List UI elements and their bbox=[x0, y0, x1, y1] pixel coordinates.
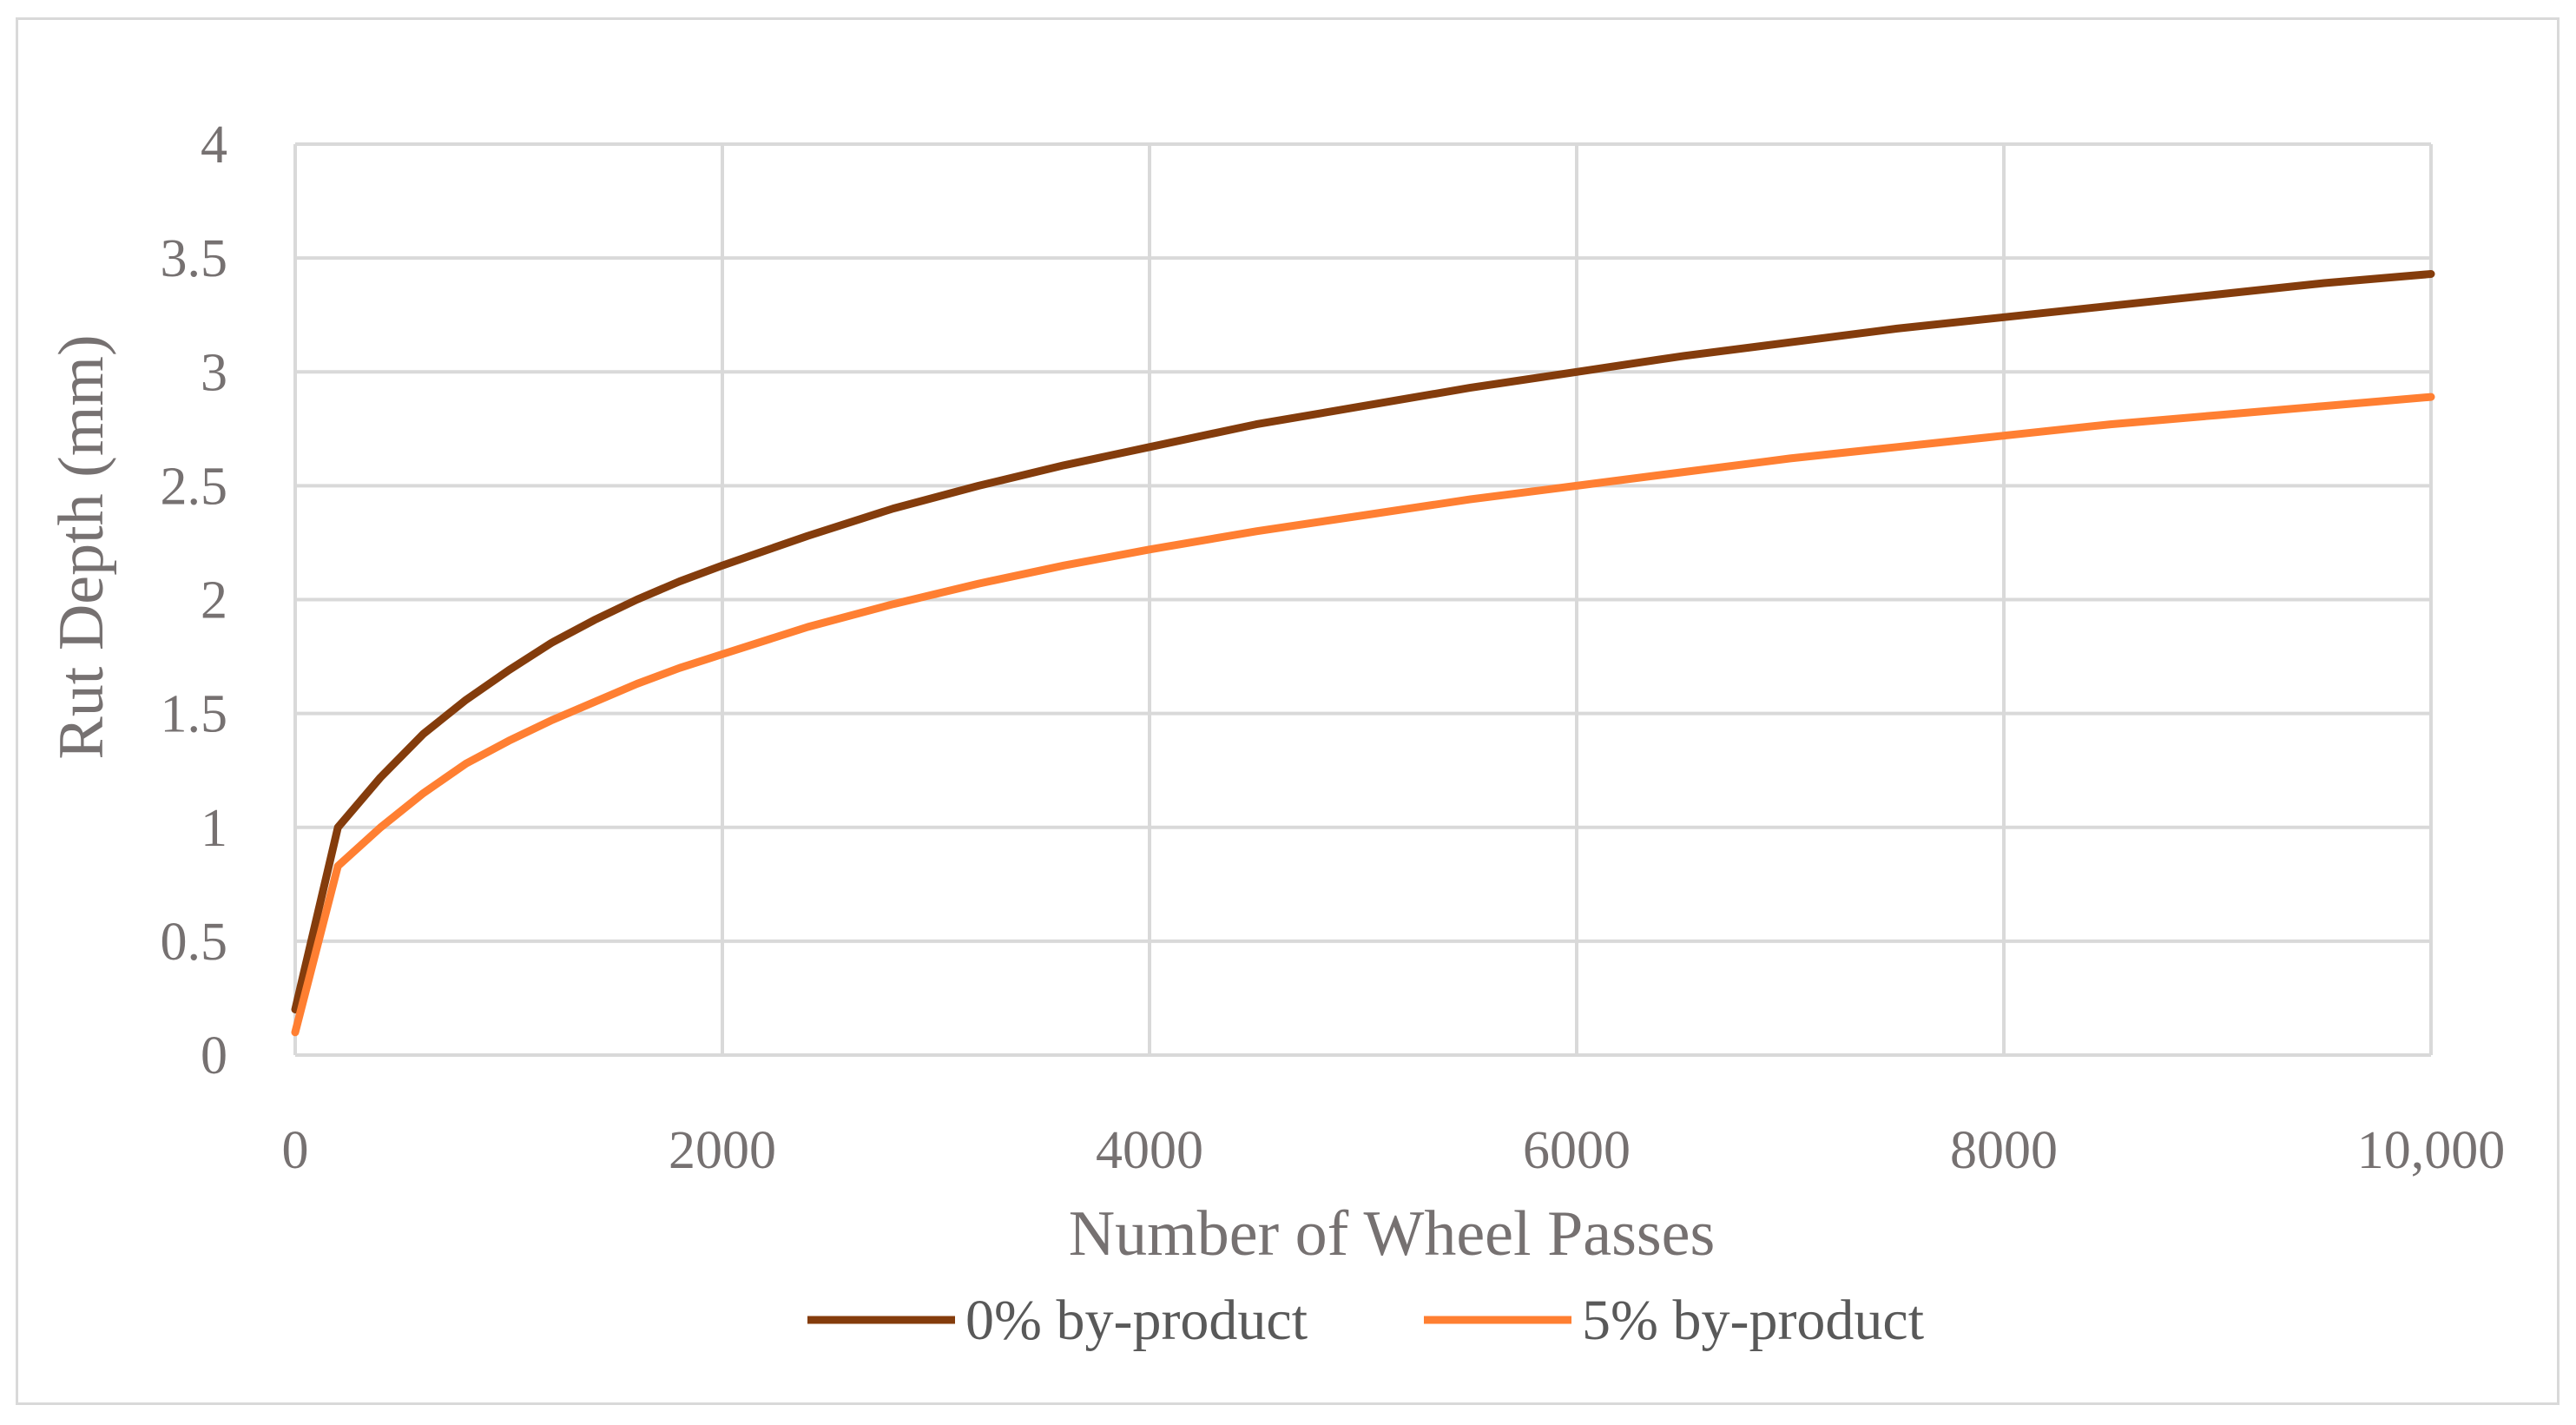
x-tick-label: 2000 bbox=[669, 1121, 776, 1180]
legend-label-0-percent: 0% by-product bbox=[965, 1289, 1308, 1352]
y-tick-label: 0 bbox=[201, 1026, 227, 1085]
chart-frame bbox=[16, 17, 2560, 1405]
y-tick-label: 1.5 bbox=[161, 685, 228, 744]
x-tick-label: 8000 bbox=[1950, 1121, 2058, 1180]
series-lines bbox=[291, 270, 2435, 1037]
x-axis-title: Number of Wheel Passes bbox=[1069, 1198, 1716, 1270]
legend-label-5-percent: 5% by-product bbox=[1582, 1289, 1924, 1352]
y-tick-label: 4 bbox=[201, 115, 227, 175]
series-line-1 bbox=[291, 393, 2435, 1037]
series-line-0 bbox=[291, 270, 2435, 1013]
legend: 0% by-product 5% by-product bbox=[807, 1289, 1924, 1352]
y-tick-label: 2 bbox=[201, 571, 227, 630]
y-tick-label: 3 bbox=[201, 343, 227, 402]
y-axis-title: Rut Depth (mm) bbox=[46, 334, 117, 759]
y-tick-label: 1 bbox=[201, 799, 227, 858]
y-tick-label: 3.5 bbox=[161, 229, 228, 288]
x-tick-label: 6000 bbox=[1523, 1121, 1631, 1180]
x-axis-tick-labels: 0 2000 4000 6000 8000 10,000 bbox=[282, 1121, 2506, 1180]
y-tick-label: 2.5 bbox=[161, 457, 228, 516]
y-tick-label: 0.5 bbox=[161, 913, 228, 972]
x-tick-label: 4000 bbox=[1096, 1121, 1203, 1180]
x-tick-label: 0 bbox=[282, 1121, 309, 1180]
x-tick-label: 10,000 bbox=[2357, 1121, 2506, 1180]
gridlines bbox=[293, 142, 2433, 1057]
y-axis-tick-labels: 0 0.5 1 1.5 2 2.5 3 3.5 4 bbox=[161, 115, 228, 1085]
